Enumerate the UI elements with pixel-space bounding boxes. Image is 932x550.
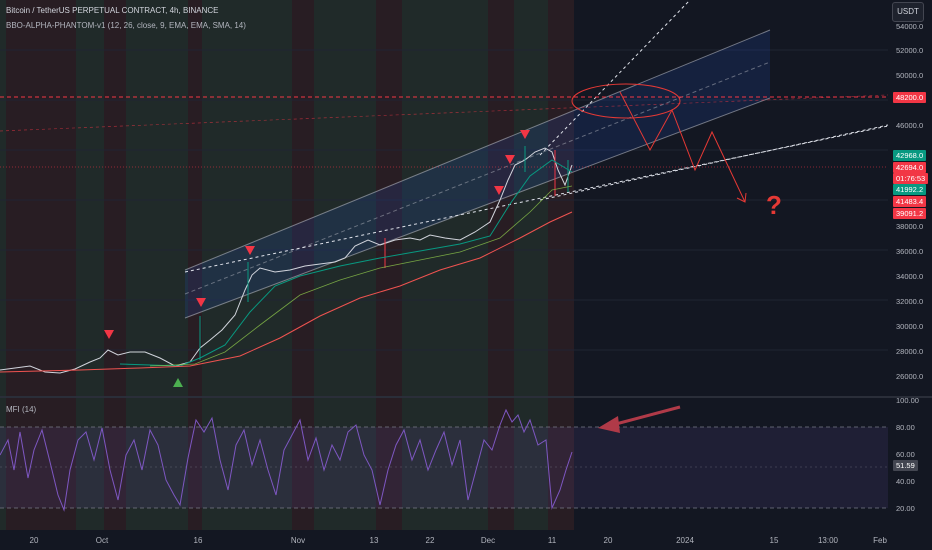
target-ellipse[interactable] (571, 83, 681, 119)
regression-channel[interactable] (184, 29, 771, 319)
mfi-axis-label: 20.00 (896, 504, 915, 513)
price-axis-label: 34000.0 (896, 272, 924, 281)
long-ma (0, 211, 573, 373)
price-axis-label: 28000.0 (896, 347, 924, 356)
time-axis-label: Feb (873, 536, 887, 545)
sell-signals (104, 130, 530, 339)
price-tag-long-ma: 39091.2 (893, 208, 927, 219)
mfi-line (0, 408, 573, 512)
price-axis-label: 38000.0 (896, 222, 924, 231)
price-line (0, 147, 573, 374)
currency-button[interactable]: USDT (892, 2, 924, 22)
time-axis-label: 13 (369, 536, 379, 545)
ema-fast (119, 159, 573, 367)
horizontal-levels[interactable] (0, 94, 889, 168)
question-mark: ? (766, 190, 782, 220)
time-axis-label: 13:00 (817, 536, 839, 545)
price-axis-label: 46000.0 (896, 121, 924, 130)
price-axis-label: 50000.0 (896, 71, 924, 80)
price-axis-label: 32000.0 (896, 297, 924, 306)
time-axis-label: 2024 (676, 536, 694, 545)
time-axis-label: Dec (480, 536, 496, 545)
time-axis-label: 20 (603, 536, 613, 545)
mfi-axis-label: 100.00 (896, 396, 919, 405)
price-axis-label: 26000.0 (896, 372, 924, 381)
ema-slow (149, 185, 573, 367)
time-axis-label: 11 (547, 536, 557, 545)
time-axis-label: 15 (769, 536, 779, 545)
projected-path[interactable] (619, 91, 746, 203)
mfi-axis-label: 80.00 (896, 423, 915, 432)
price-axis-label: 52000.0 (896, 46, 924, 55)
price-tag-ma-2: 41483.4 (893, 196, 927, 207)
projection-arrowhead (736, 192, 747, 203)
indicator-label[interactable]: BBO-ALPHA-PHANTOM-v1 (12, 26, close, 9, … (6, 21, 246, 30)
time-axis-label: 20 (29, 536, 39, 545)
price-tag-level: 48200.0 (893, 92, 927, 103)
buy-signal (173, 378, 183, 387)
price-tag-high: 42968.0 (893, 150, 927, 161)
time-axis-label: Oct (95, 536, 109, 545)
chart-title: Bitcoin / TetherUS PERPETUAL CONTRACT, 4… (6, 6, 219, 15)
price-tag-ma: 41992.2 (893, 184, 927, 195)
price-axis-label: 36000.0 (896, 247, 924, 256)
mfi-band (0, 426, 888, 509)
time-axis-label: 22 (425, 536, 435, 545)
mfi-value-tag: 51.59 (893, 460, 918, 471)
price-tag-countdown: 01:76:53 (893, 173, 929, 184)
mfi-axis-label: 40.00 (896, 477, 915, 486)
mfi-label[interactable]: MFI (14) (6, 405, 37, 414)
time-axis-label: 16 (193, 536, 203, 545)
time-axis-label: Nov (290, 536, 306, 545)
mfi-arrow-annotation[interactable] (598, 405, 681, 433)
price-axis-label: 30000.0 (896, 322, 924, 331)
mfi-axis-label: 60.00 (896, 450, 915, 459)
price-tag-last: 42694.0 (893, 162, 927, 173)
trend-lines[interactable] (184, 0, 889, 273)
price-axis-label: 54000.0 (896, 22, 924, 31)
